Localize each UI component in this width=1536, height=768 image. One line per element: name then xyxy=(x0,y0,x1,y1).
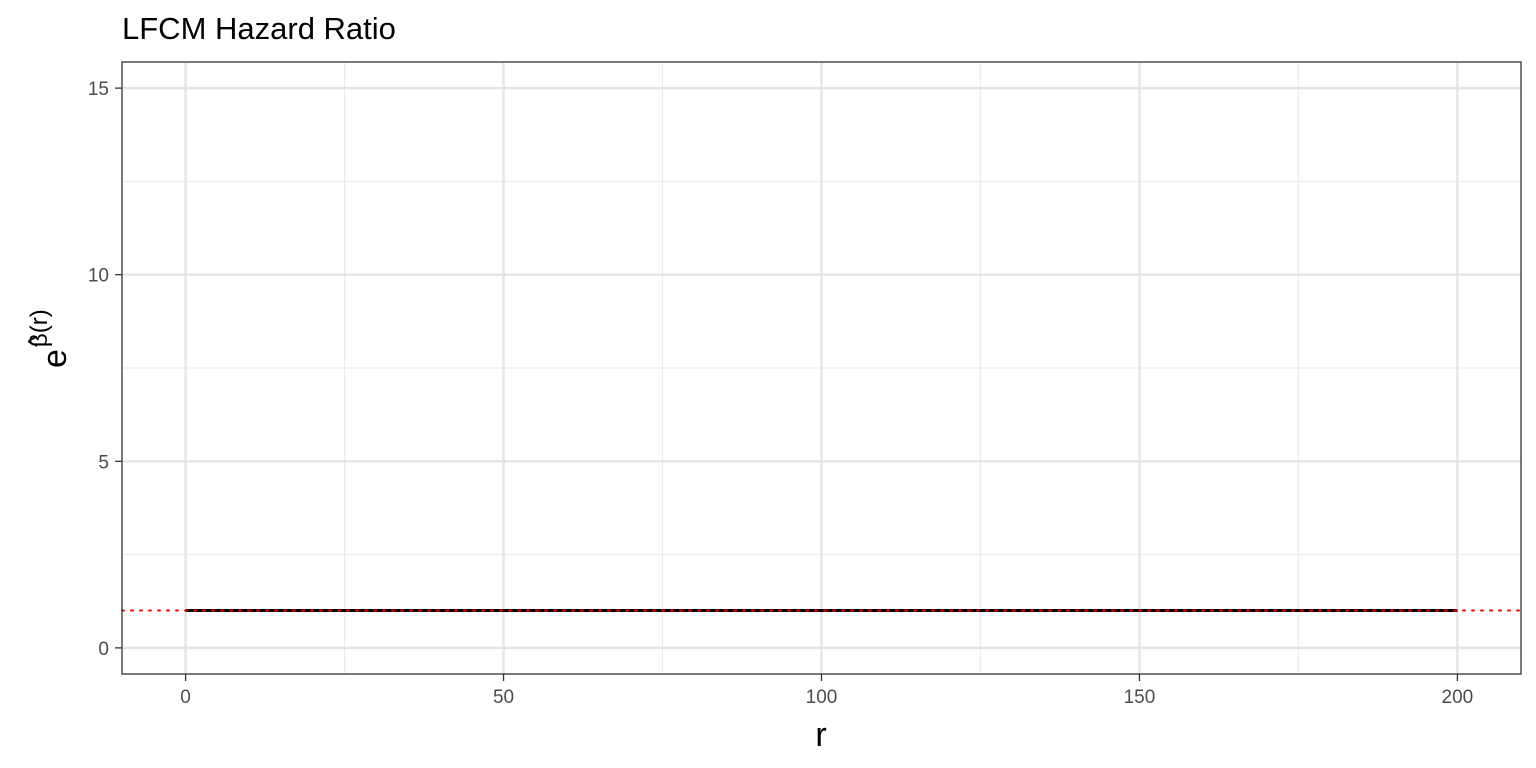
y-axis-title-base: e xyxy=(36,349,74,368)
x-tick-label: 50 xyxy=(493,687,514,708)
y-tick-label: 15 xyxy=(88,79,109,100)
y-axis-title: e β(r) ^ xyxy=(24,309,74,368)
y-tick-label: 0 xyxy=(98,639,109,660)
x-axis-title: r xyxy=(815,716,826,754)
x-tick-label: 0 xyxy=(180,687,191,708)
y-axis-title-exponent: β(r) xyxy=(26,309,53,347)
y-tick-label: 5 xyxy=(98,452,109,473)
x-tick-label: 150 xyxy=(1124,687,1156,708)
x-tick-label: 200 xyxy=(1442,687,1474,708)
chart-title: LFCM Hazard Ratio xyxy=(122,11,396,46)
major-gridlines xyxy=(122,62,1521,674)
svg-text:eβ(r): e β(r) xyxy=(26,309,74,368)
axes: 0 50 100 150 200 0 5 10 15 xyxy=(88,79,1473,708)
y-tick-label: 10 xyxy=(88,266,109,287)
y-axis-title-hat: ^ xyxy=(24,335,51,347)
x-tick-label: 100 xyxy=(806,687,838,708)
